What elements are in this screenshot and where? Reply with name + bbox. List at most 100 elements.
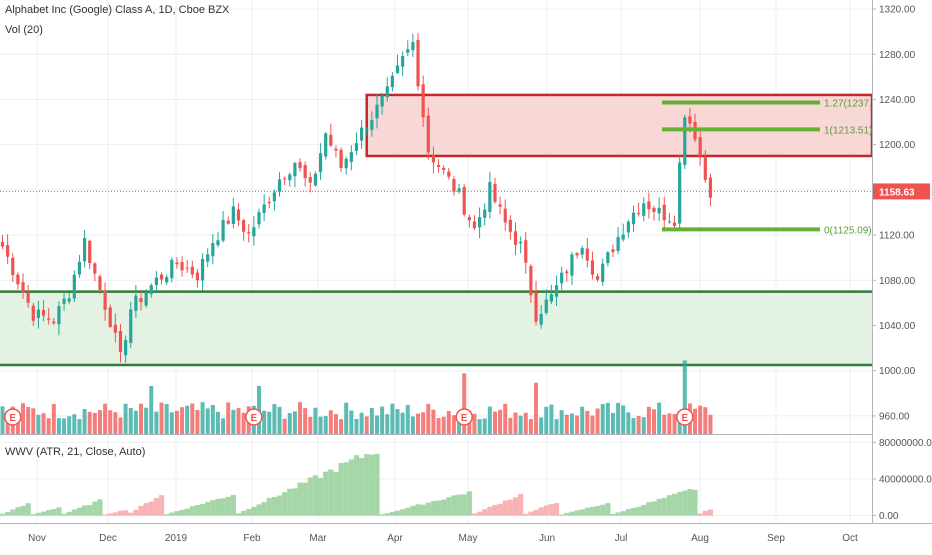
time-tick-label: Apr xyxy=(387,533,403,544)
volume-bar xyxy=(231,409,236,434)
candle-body xyxy=(113,324,117,333)
wwv-bar xyxy=(610,513,616,516)
volume-bar xyxy=(31,408,36,434)
volume-bar xyxy=(139,403,144,434)
candle-body xyxy=(211,243,215,257)
last-price-badge xyxy=(873,183,930,200)
indicator-legend[interactable]: WWV (ATR, 21, Close, Auto) xyxy=(5,446,146,458)
candle-body xyxy=(216,240,220,246)
wwv-bar xyxy=(71,509,77,516)
wwv-bar xyxy=(97,499,103,516)
volume-bar xyxy=(190,403,195,434)
candle-body xyxy=(247,232,251,234)
candle-body xyxy=(62,298,66,304)
volume-bar xyxy=(544,406,549,434)
candle-body xyxy=(457,188,461,192)
wwv-bar xyxy=(20,505,26,516)
wwv-bar xyxy=(102,514,108,516)
volume-bar xyxy=(580,406,585,434)
volume-bar xyxy=(333,414,338,434)
candle-body xyxy=(421,84,425,118)
volume-bar xyxy=(400,412,405,434)
volume-bar xyxy=(605,402,610,434)
wwv-bar xyxy=(92,501,98,516)
candle-body xyxy=(339,149,343,169)
volume-bar xyxy=(364,416,369,434)
candle-body xyxy=(595,276,600,280)
volume-legend[interactable]: Vol (20) xyxy=(5,24,43,36)
wwv-bar xyxy=(477,511,483,516)
candle-body xyxy=(626,221,630,233)
volume-bar xyxy=(308,416,313,434)
wwv-bar xyxy=(15,507,21,516)
volume-bar xyxy=(51,404,56,434)
volume-bar xyxy=(585,410,590,434)
candle-body xyxy=(580,248,584,255)
earnings-event-icon[interactable] xyxy=(455,408,473,426)
wwv-bar xyxy=(297,482,303,516)
volume-bar xyxy=(421,412,426,434)
volume-bar xyxy=(36,414,41,434)
wwv-bar xyxy=(235,513,242,516)
candle-body xyxy=(472,221,477,229)
wwv-bar xyxy=(56,507,62,516)
wwv-bar xyxy=(466,491,472,516)
time-tick-label: Jun xyxy=(539,533,555,544)
wwv-bar xyxy=(682,490,688,516)
time-tick-label: Feb xyxy=(243,533,261,544)
wwv-bar xyxy=(323,471,329,516)
volume-bar xyxy=(626,412,631,434)
wwv-bar xyxy=(76,507,83,516)
earnings-event-icon[interactable] xyxy=(676,408,694,426)
wwv-bar xyxy=(707,509,714,516)
symbol-legend[interactable]: Alphabet Inc (Google) Class A, 1D, Cboe … xyxy=(5,4,230,16)
wwv-bar xyxy=(369,454,375,516)
wwv-bar xyxy=(379,514,385,516)
volume-bar xyxy=(708,414,713,434)
candle-body xyxy=(462,187,466,215)
volume-bar xyxy=(667,413,672,434)
wwv-bar xyxy=(528,511,534,516)
wwv-bar xyxy=(148,501,154,516)
candle-body xyxy=(631,212,636,225)
earnings-event-icon[interactable] xyxy=(245,408,263,426)
volume-bar xyxy=(123,403,128,434)
volume-bar xyxy=(164,404,169,434)
wwv-bar xyxy=(543,505,549,516)
volume-bar xyxy=(416,413,421,434)
volume-bar xyxy=(426,403,431,434)
candle-body xyxy=(190,266,194,275)
wwv-bar xyxy=(564,512,570,516)
candle-body xyxy=(6,245,10,257)
wwv-bar xyxy=(261,502,267,516)
wwv-bar xyxy=(430,501,436,516)
candle-body xyxy=(703,156,707,180)
volume-bar xyxy=(703,407,708,434)
wwv-bar xyxy=(82,505,88,516)
volume-bar xyxy=(277,406,282,434)
candle-body xyxy=(616,237,620,251)
wwv-bar xyxy=(400,509,406,516)
wwv-bar xyxy=(174,511,180,516)
candle-body xyxy=(647,201,651,210)
candle-body xyxy=(41,309,46,316)
candle-body xyxy=(272,192,276,202)
earnings-event-icon[interactable] xyxy=(4,408,22,426)
candle-body xyxy=(529,266,533,296)
candle-body xyxy=(672,222,677,227)
candles[interactable] xyxy=(0,33,713,363)
wwv-bar xyxy=(677,491,683,516)
earnings-event-label: E xyxy=(9,413,16,424)
candle-body xyxy=(354,143,359,151)
candle-body xyxy=(688,116,692,124)
volume-bar xyxy=(359,412,364,434)
price-tick-label: 1320.00 xyxy=(879,5,916,16)
wwv-bar xyxy=(656,498,662,516)
volume-bar xyxy=(523,412,528,434)
candle-body xyxy=(544,299,548,313)
candle-body xyxy=(349,152,353,163)
candle-body xyxy=(288,174,292,181)
